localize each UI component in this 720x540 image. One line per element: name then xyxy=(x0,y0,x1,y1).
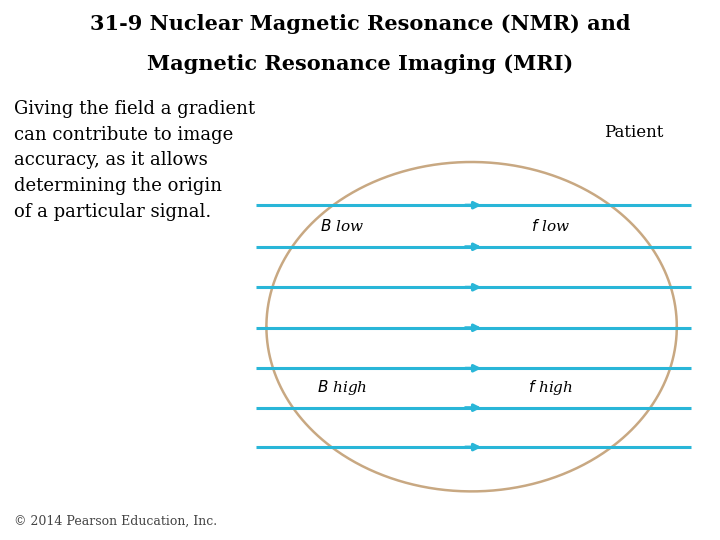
Text: $f$ high: $f$ high xyxy=(528,379,573,397)
Text: Giving the field a gradient
can contribute to image
accuracy, as it allows
deter: Giving the field a gradient can contribu… xyxy=(14,100,256,221)
Text: 31-9 Nuclear Magnetic Resonance (NMR) and: 31-9 Nuclear Magnetic Resonance (NMR) an… xyxy=(90,14,630,33)
Text: $f$ low: $f$ low xyxy=(531,218,570,234)
Text: $B$ low: $B$ low xyxy=(320,218,364,234)
Text: $B$ high: $B$ high xyxy=(317,379,367,397)
Text: Magnetic Resonance Imaging (MRI): Magnetic Resonance Imaging (MRI) xyxy=(147,54,573,74)
Text: Patient: Patient xyxy=(604,124,663,141)
Text: © 2014 Pearson Education, Inc.: © 2014 Pearson Education, Inc. xyxy=(14,515,217,528)
